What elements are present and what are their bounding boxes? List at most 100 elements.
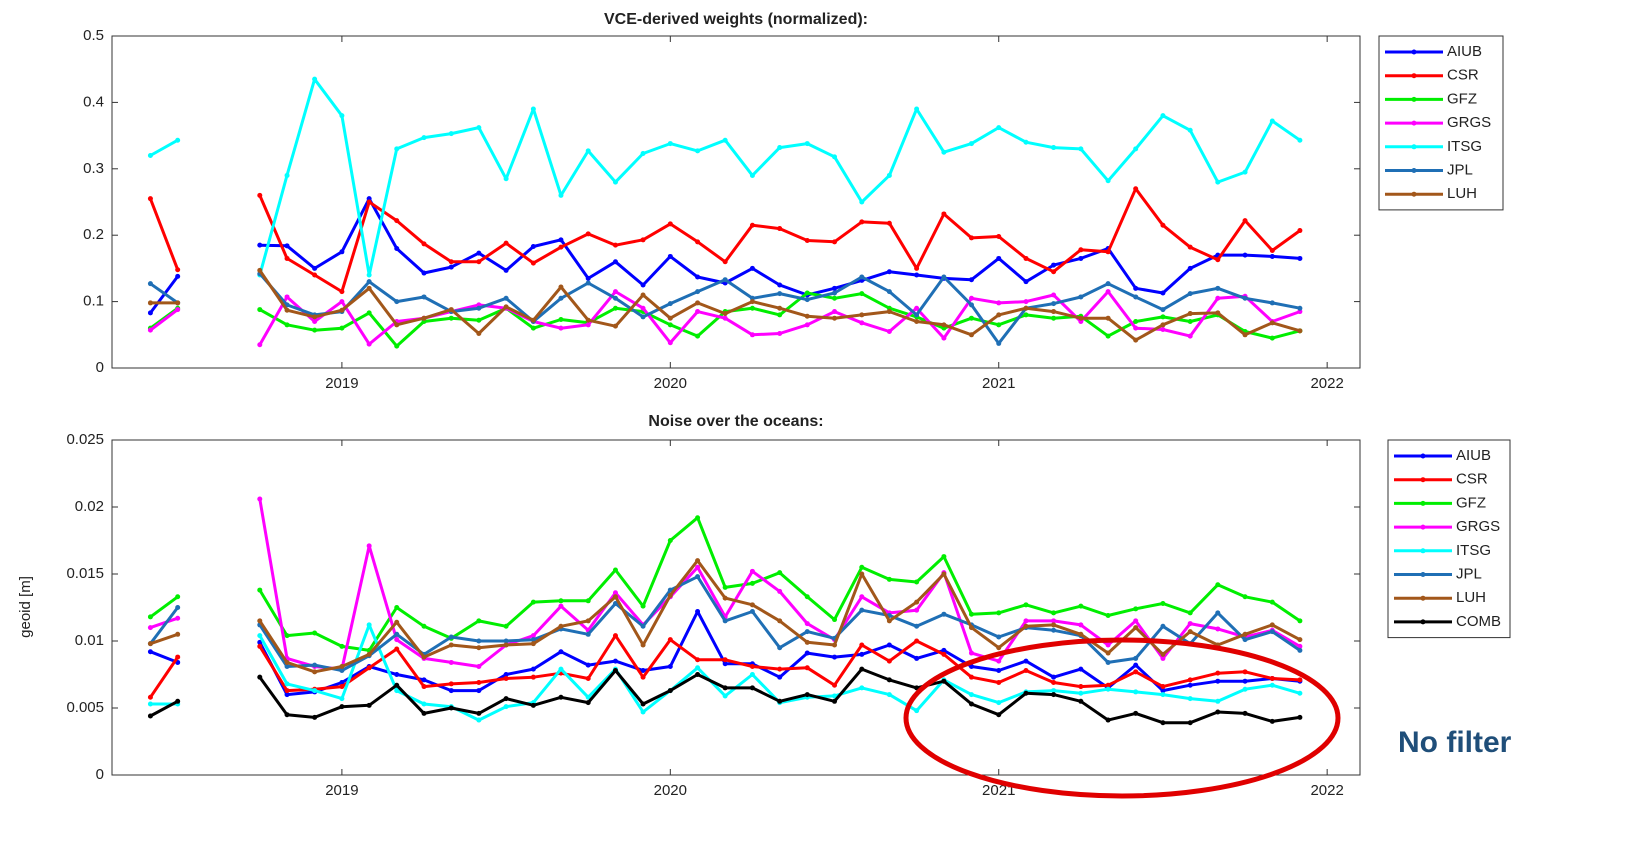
data-point xyxy=(695,558,701,564)
data-point xyxy=(941,651,947,657)
data-point xyxy=(1105,686,1111,692)
data-point xyxy=(558,325,564,331)
x-tick-label: 2019 xyxy=(325,375,358,392)
data-point xyxy=(284,243,290,249)
data-point xyxy=(1215,670,1221,676)
data-point xyxy=(476,645,482,651)
data-point xyxy=(886,309,892,315)
data-point xyxy=(476,330,482,336)
data-point xyxy=(941,211,947,217)
data-point xyxy=(394,682,400,688)
data-point xyxy=(1023,658,1029,664)
data-point xyxy=(503,638,509,644)
data-point xyxy=(558,284,564,290)
data-point xyxy=(1051,301,1057,307)
data-point xyxy=(175,137,181,143)
data-point xyxy=(312,688,318,694)
data-point xyxy=(1269,320,1275,326)
data-point xyxy=(640,305,646,311)
data-point xyxy=(257,267,263,273)
data-point xyxy=(667,301,673,307)
data-point xyxy=(1105,315,1111,321)
data-point xyxy=(503,672,509,677)
data-point xyxy=(1187,621,1193,627)
data-point xyxy=(339,663,345,669)
data-point xyxy=(1297,618,1303,624)
data-point xyxy=(421,684,427,690)
data-point xyxy=(175,615,181,621)
data-point xyxy=(448,705,454,711)
data-point xyxy=(914,607,920,613)
data-point xyxy=(1078,315,1084,321)
data-point xyxy=(558,603,564,609)
data-point xyxy=(175,307,181,313)
data-point xyxy=(558,244,564,250)
legend-box xyxy=(1387,439,1511,639)
data-point xyxy=(476,259,482,265)
data-point xyxy=(1023,279,1029,285)
legend-marker xyxy=(1420,619,1426,625)
data-point xyxy=(914,623,920,629)
data-point xyxy=(284,659,290,665)
data-point xyxy=(1242,686,1248,692)
data-point xyxy=(476,125,482,131)
legend-label: AIUB xyxy=(1456,447,1491,464)
x-tick-label: 2022 xyxy=(1310,782,1343,799)
data-point xyxy=(421,294,427,300)
data-point xyxy=(312,327,318,333)
data-point xyxy=(147,310,153,316)
data-point xyxy=(941,647,947,653)
data-point xyxy=(530,666,536,672)
data-point xyxy=(859,312,865,318)
data-point xyxy=(968,663,974,669)
data-point xyxy=(886,328,892,334)
data-point xyxy=(1160,651,1166,657)
data-point xyxy=(749,568,755,574)
data-point xyxy=(832,295,838,301)
data-point xyxy=(1269,629,1275,635)
data-point xyxy=(312,272,318,278)
data-point xyxy=(421,270,427,276)
data-point xyxy=(1187,696,1193,702)
data-point xyxy=(1133,186,1139,192)
data-point xyxy=(366,199,372,205)
data-point xyxy=(1160,692,1166,698)
data-point xyxy=(147,641,153,647)
data-point xyxy=(804,290,810,296)
data-point xyxy=(1242,710,1248,716)
data-point xyxy=(1242,169,1248,175)
data-point xyxy=(640,642,646,648)
data-point xyxy=(1215,678,1221,684)
data-point xyxy=(1187,333,1193,339)
data-point xyxy=(996,125,1002,131)
data-point xyxy=(476,680,482,686)
data-point xyxy=(886,289,892,295)
data-point xyxy=(1023,618,1029,624)
data-point xyxy=(1078,255,1084,261)
legend-marker xyxy=(1411,49,1417,55)
data-point xyxy=(777,618,783,624)
data-point xyxy=(366,310,372,316)
data-point xyxy=(749,580,755,586)
data-point xyxy=(1160,720,1166,726)
legend-marker xyxy=(1420,572,1426,577)
data-point xyxy=(503,240,509,246)
data-point xyxy=(558,237,564,243)
legend-label: LUH xyxy=(1447,185,1477,202)
data-point xyxy=(968,611,974,617)
data-point xyxy=(312,76,318,82)
data-point xyxy=(558,623,564,629)
data-point xyxy=(147,614,153,620)
data-point xyxy=(175,267,181,273)
data-point xyxy=(421,677,427,683)
data-point xyxy=(448,307,454,313)
data-point xyxy=(1051,145,1057,151)
data-point xyxy=(1105,613,1111,619)
data-point xyxy=(886,172,892,178)
data-point xyxy=(640,314,646,320)
data-point xyxy=(941,335,947,341)
data-point xyxy=(941,554,947,560)
data-point xyxy=(722,315,728,321)
data-point xyxy=(777,291,783,297)
data-point xyxy=(832,290,838,296)
